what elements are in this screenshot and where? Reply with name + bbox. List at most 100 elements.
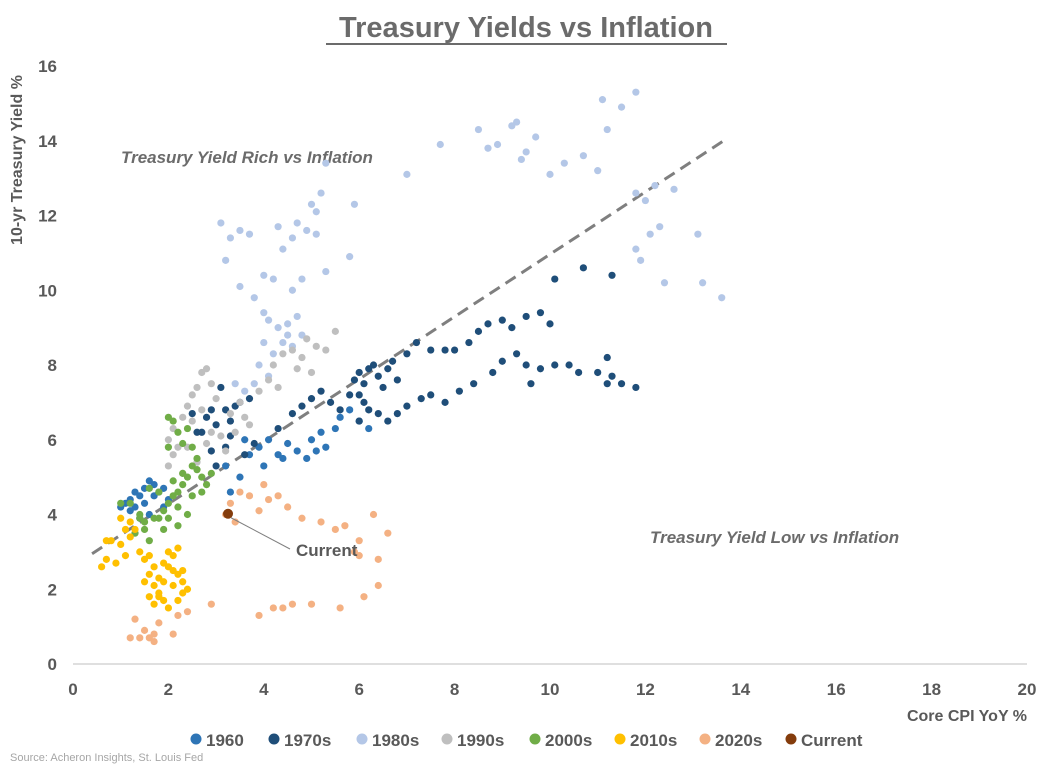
point-2020s (279, 604, 287, 612)
point-2010s (145, 552, 153, 560)
point-1990s (198, 406, 206, 414)
point-1970s (212, 462, 220, 470)
point-1970s (565, 361, 573, 369)
y-tick-label: 4 (48, 506, 58, 525)
point-1970s (384, 365, 392, 373)
point-1970s (403, 402, 411, 410)
chart-title: Treasury Yields vs Inflation (339, 12, 713, 44)
point-1960 (140, 499, 149, 507)
point-1980s (646, 230, 654, 238)
point-2000s (160, 507, 168, 515)
point-1980s (303, 226, 311, 235)
point-1980s (260, 271, 268, 279)
point-2010s (183, 585, 192, 593)
point-1970s (360, 380, 368, 388)
point-1980s (317, 189, 325, 197)
point-1970s (336, 406, 344, 414)
x-tick-label: 14 (731, 680, 750, 699)
point-2020s (336, 604, 344, 612)
point-2020s (226, 499, 235, 507)
point-2020s (231, 518, 239, 526)
point-2010s (136, 548, 144, 556)
point-1970s (207, 447, 215, 455)
point-1990s (188, 391, 196, 399)
point-1980s (694, 230, 702, 238)
point-2020s (155, 619, 163, 627)
point-1970s (369, 361, 378, 369)
point-1970s (546, 320, 554, 328)
point-1970s (326, 398, 335, 406)
point-1980s (493, 140, 502, 149)
point-1980s (484, 144, 492, 152)
point-2020s (384, 529, 392, 537)
point-1980s (632, 189, 640, 197)
point-1980s (660, 279, 669, 287)
y-tick-label: 6 (48, 431, 57, 450)
data-points (98, 88, 726, 646)
x-tick-label: 0 (68, 680, 77, 699)
point-2000s (207, 469, 215, 477)
point-2010s (117, 540, 125, 549)
point-1980s (532, 133, 540, 141)
point-1980s (403, 170, 411, 178)
point-2020s (255, 507, 263, 515)
point-2020s (126, 634, 134, 642)
point-2000s (179, 481, 187, 489)
point-2020s (341, 522, 349, 530)
point-1990s (217, 432, 225, 440)
y-axis: 0 2 4 6 8 10 12 14 16 (38, 57, 57, 674)
point-1980s (269, 350, 277, 358)
point-2020s (274, 492, 282, 500)
point-1970s (412, 338, 421, 347)
point-1990s (188, 417, 196, 425)
x-tick-label: 8 (450, 680, 459, 699)
point-1980s (284, 320, 292, 328)
point-1970s (365, 406, 373, 414)
point-1990s (269, 361, 277, 369)
point-1970s (355, 391, 363, 399)
point-1970s (484, 320, 492, 328)
point-2020s (284, 503, 292, 511)
point-2000s (145, 484, 153, 492)
legend-marker-1970s (268, 733, 280, 745)
point-2020s (317, 518, 325, 526)
point-1980s (632, 88, 640, 96)
legend-label-1960: 1960 (206, 731, 244, 750)
y-tick-label: 0 (48, 655, 57, 674)
x-tick-label: 20 (1018, 680, 1037, 699)
point-2010s (174, 596, 182, 605)
point-1980s (322, 267, 330, 276)
point-1980s (603, 125, 611, 134)
point-1980s (670, 185, 678, 193)
point-2000s (188, 492, 196, 500)
point-2000s (198, 488, 206, 496)
point-1970s (470, 380, 478, 388)
point-1980s (274, 324, 282, 332)
point-1970s (527, 380, 535, 388)
point-2020s (245, 492, 254, 500)
point-1960 (307, 436, 316, 444)
point-1980s (217, 219, 225, 227)
point-1990s (222, 447, 230, 455)
point-1980s (517, 155, 525, 164)
point-2010s (102, 555, 110, 563)
point-1990s (231, 428, 239, 436)
point-1980s (236, 282, 244, 291)
point-1970s (346, 391, 354, 399)
point-1980s (288, 286, 297, 294)
point-1980s (274, 223, 282, 231)
legend-label-2000s: 2000s (545, 731, 592, 750)
point-1960 (226, 488, 235, 496)
point-current (223, 508, 234, 519)
point-1990s (169, 451, 177, 459)
legend-label-2010s: 2010s (630, 731, 677, 750)
point-2020s (174, 611, 182, 620)
point-2010s (155, 574, 163, 582)
point-2000s (202, 481, 211, 489)
point-1970s (226, 417, 235, 425)
point-2000s (179, 439, 187, 448)
point-1970s (617, 380, 626, 388)
y-axis-label: 10-yr Treasury Yield % (9, 75, 26, 245)
point-1990s (202, 439, 211, 448)
y-tick-label: 2 (48, 580, 57, 599)
